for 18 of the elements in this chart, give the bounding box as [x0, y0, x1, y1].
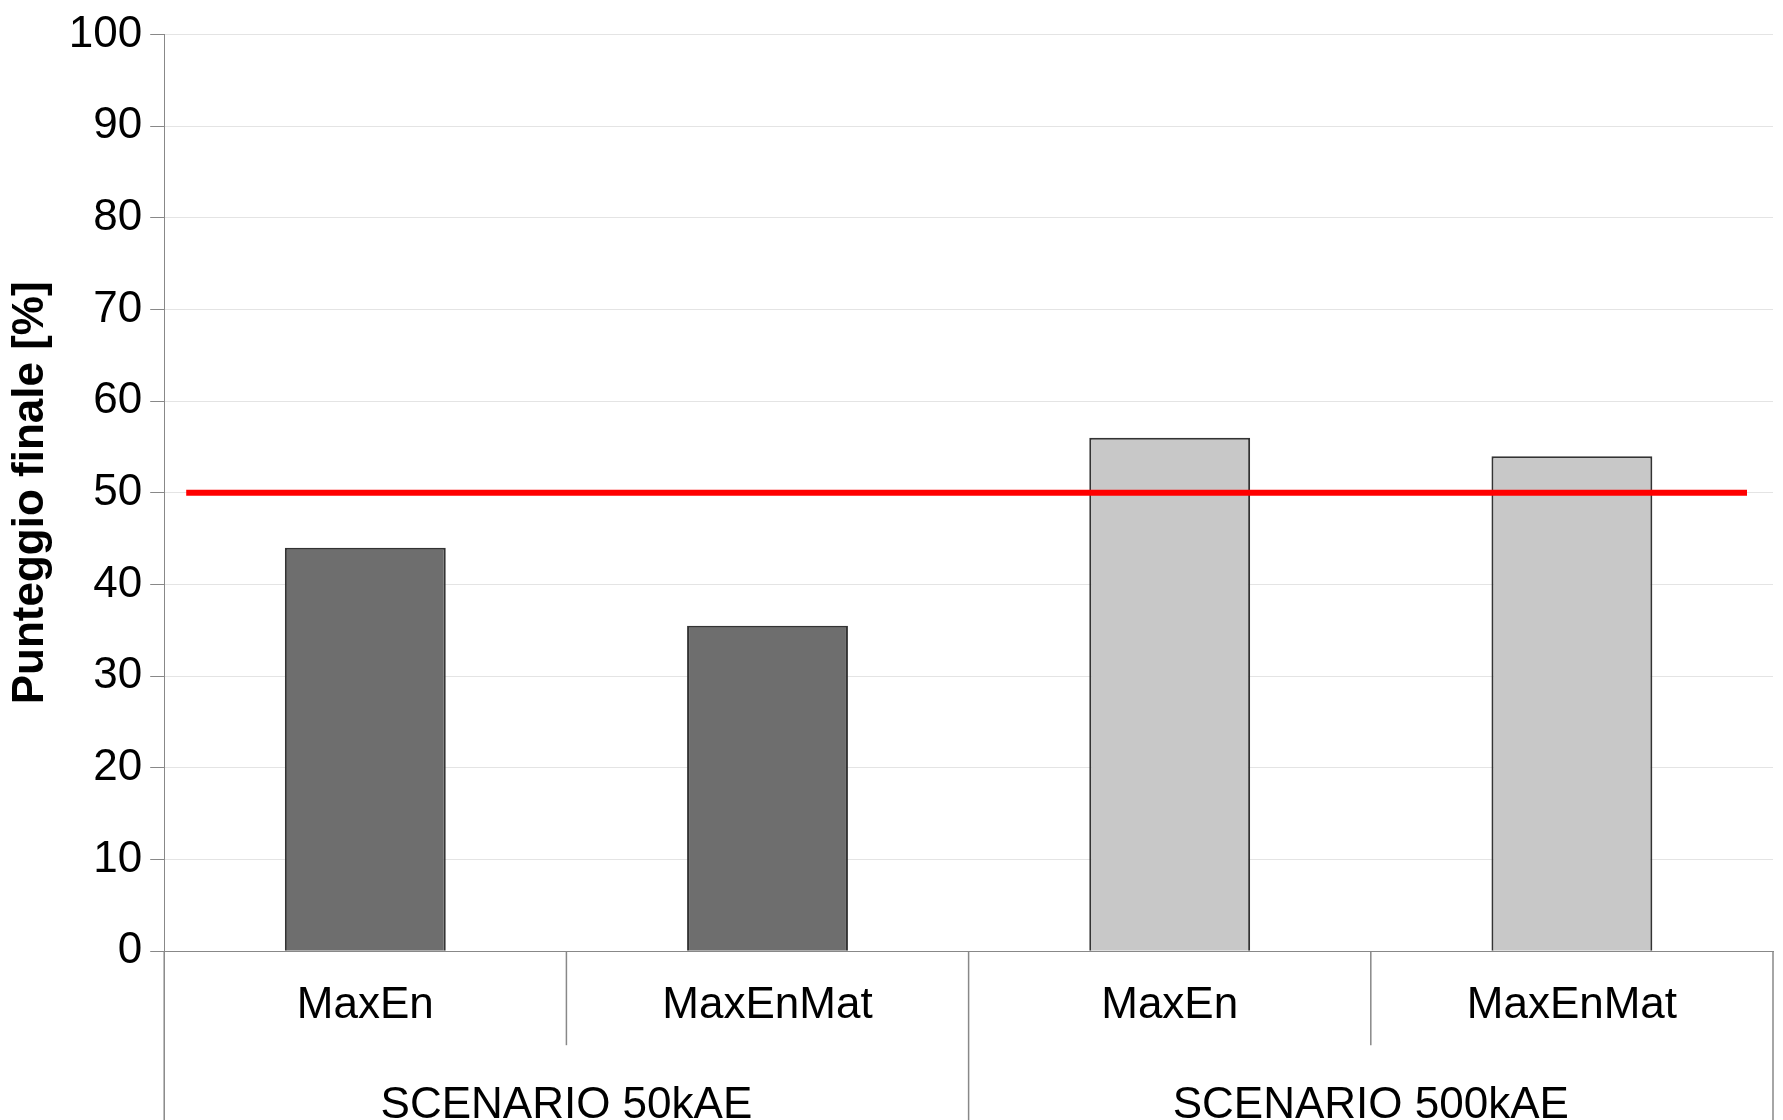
y-tick-label: 10	[93, 831, 143, 881]
y-tick-label: 60	[93, 373, 143, 423]
y-tick-label: 40	[93, 556, 143, 606]
y-tick-label: 100	[68, 6, 143, 56]
x-tick-label: MaxEn	[296, 977, 434, 1027]
x-tick-label: MaxEnMat	[662, 977, 873, 1027]
y-tick-label: 70	[93, 281, 143, 331]
x-tick-label: MaxEn	[1101, 977, 1239, 1027]
y-tick-label: 20	[93, 739, 143, 789]
y-tick-label: 90	[93, 98, 143, 148]
text: SCENARIO 500kAE	[1172, 1078, 1569, 1120]
y-tick-label: 50	[93, 464, 143, 514]
y-tick-label: 0	[117, 923, 143, 973]
y-tick-label: 30	[93, 648, 143, 698]
y-axis-title: Punteggio finale [%]	[2, 281, 52, 705]
text: SCENARIO 50kAE	[380, 1078, 753, 1120]
x-tick-label: MaxEnMat	[1466, 977, 1678, 1027]
y-tick-label: 80	[93, 189, 143, 239]
